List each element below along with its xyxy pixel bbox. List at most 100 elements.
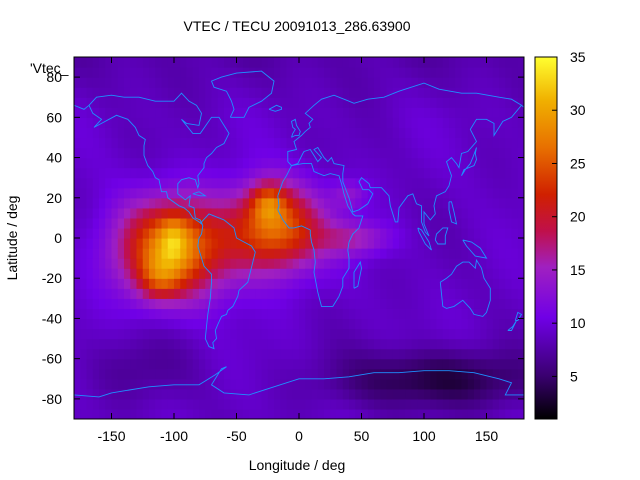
heatmap-cell xyxy=(417,238,425,249)
heatmap-cell xyxy=(361,388,369,400)
heatmap-cell xyxy=(436,288,444,299)
heatmap-cell xyxy=(499,217,506,229)
heatmap-cell xyxy=(399,77,406,88)
heatmap-cell xyxy=(86,87,94,98)
heatmap-cell xyxy=(99,57,106,68)
heatmap-cell xyxy=(361,398,369,410)
heatmap-cell xyxy=(286,207,294,219)
heatmap-cell xyxy=(174,177,181,189)
heatmap-cell xyxy=(374,238,381,249)
heatmap-cell xyxy=(399,127,406,139)
heatmap-cell xyxy=(399,177,406,189)
heatmap-cell xyxy=(155,117,163,128)
heatmap-cell xyxy=(492,177,500,189)
heatmap-cell xyxy=(274,97,281,108)
heatmap-cell xyxy=(374,398,381,410)
heatmap-cell xyxy=(424,268,431,279)
heatmap-cell xyxy=(124,157,131,169)
heatmap-cell xyxy=(242,318,250,330)
heatmap-cell xyxy=(367,258,375,269)
heatmap-cell xyxy=(161,358,169,370)
heatmap-cell xyxy=(230,268,238,279)
heatmap-cell xyxy=(374,57,381,68)
heatmap-cell xyxy=(186,187,194,199)
heatmap-cell xyxy=(192,117,200,128)
heatmap-cell xyxy=(449,177,456,189)
heatmap-cell xyxy=(436,258,444,269)
heatmap-cell xyxy=(317,368,325,380)
heatmap-cell xyxy=(236,268,244,279)
heatmap-cell xyxy=(80,258,88,269)
heatmap-cell xyxy=(211,87,219,98)
heatmap-cell xyxy=(230,398,238,410)
heatmap-cell xyxy=(117,278,125,289)
heatmap-cell xyxy=(180,57,188,68)
heatmap-cell xyxy=(361,217,369,229)
heatmap-cell xyxy=(155,338,163,350)
heatmap-cell xyxy=(399,137,406,149)
heatmap-cell xyxy=(186,378,194,390)
heatmap-cell xyxy=(230,388,238,400)
heatmap-cell xyxy=(486,227,494,239)
heatmap-cell xyxy=(205,258,213,269)
heatmap-cell xyxy=(436,147,444,159)
heatmap-cell xyxy=(142,348,150,360)
heatmap-cell xyxy=(330,248,338,259)
heatmap-cell xyxy=(499,77,506,88)
heatmap-cell xyxy=(374,137,381,149)
heatmap-cell xyxy=(499,227,506,239)
heatmap-cell xyxy=(311,378,319,390)
heatmap-cell xyxy=(311,67,319,78)
heatmap-cell xyxy=(74,167,81,179)
heatmap-cell xyxy=(374,358,381,370)
heatmap-cell xyxy=(74,258,81,269)
heatmap-cell xyxy=(142,67,150,78)
heatmap-cell xyxy=(442,338,450,350)
heatmap-cell xyxy=(136,368,144,380)
heatmap-cell xyxy=(467,368,475,380)
heatmap-cell xyxy=(311,288,319,299)
heatmap-cell xyxy=(392,238,400,249)
heatmap-cell xyxy=(442,268,450,279)
heatmap-cell xyxy=(192,308,200,320)
heatmap-cell xyxy=(242,268,250,279)
heatmap-cell xyxy=(361,167,369,179)
heatmap-cell xyxy=(161,177,169,189)
heatmap-cell xyxy=(230,217,238,229)
heatmap-cell xyxy=(424,358,431,370)
heatmap-cell xyxy=(124,87,131,98)
heatmap-cell xyxy=(492,117,500,128)
heatmap-cell xyxy=(461,328,469,340)
heatmap-cell xyxy=(211,398,219,410)
heatmap-cell xyxy=(399,348,406,360)
heatmap-cell xyxy=(305,278,313,289)
heatmap-cell xyxy=(274,177,281,189)
heatmap-cell xyxy=(386,227,394,239)
heatmap-cell xyxy=(111,278,119,289)
heatmap-cell xyxy=(311,328,319,340)
heatmap-cell xyxy=(117,318,125,330)
heatmap-cell xyxy=(461,167,469,179)
heatmap-cell xyxy=(392,197,400,209)
heatmap-cell xyxy=(336,177,344,189)
heatmap-cell xyxy=(92,358,100,370)
heatmap-cell xyxy=(124,77,131,88)
heatmap-cell xyxy=(405,217,413,229)
heatmap-cell xyxy=(224,248,231,259)
heatmap-cell xyxy=(74,348,81,360)
heatmap-cell xyxy=(105,207,113,219)
heatmap-cell xyxy=(211,57,219,68)
heatmap-cell xyxy=(117,67,125,78)
heatmap-cell xyxy=(117,308,125,320)
heatmap-cell xyxy=(324,308,331,320)
heatmap-cell xyxy=(86,77,94,88)
heatmap-cell xyxy=(349,288,356,299)
heatmap-cell xyxy=(130,248,138,259)
heatmap-cell xyxy=(136,338,144,350)
heatmap-cell xyxy=(499,288,506,299)
heatmap-cell xyxy=(374,157,381,169)
heatmap-cell xyxy=(80,227,88,239)
heatmap-cell xyxy=(292,308,300,320)
heatmap-cell xyxy=(342,368,350,380)
heatmap-cell xyxy=(280,217,288,229)
